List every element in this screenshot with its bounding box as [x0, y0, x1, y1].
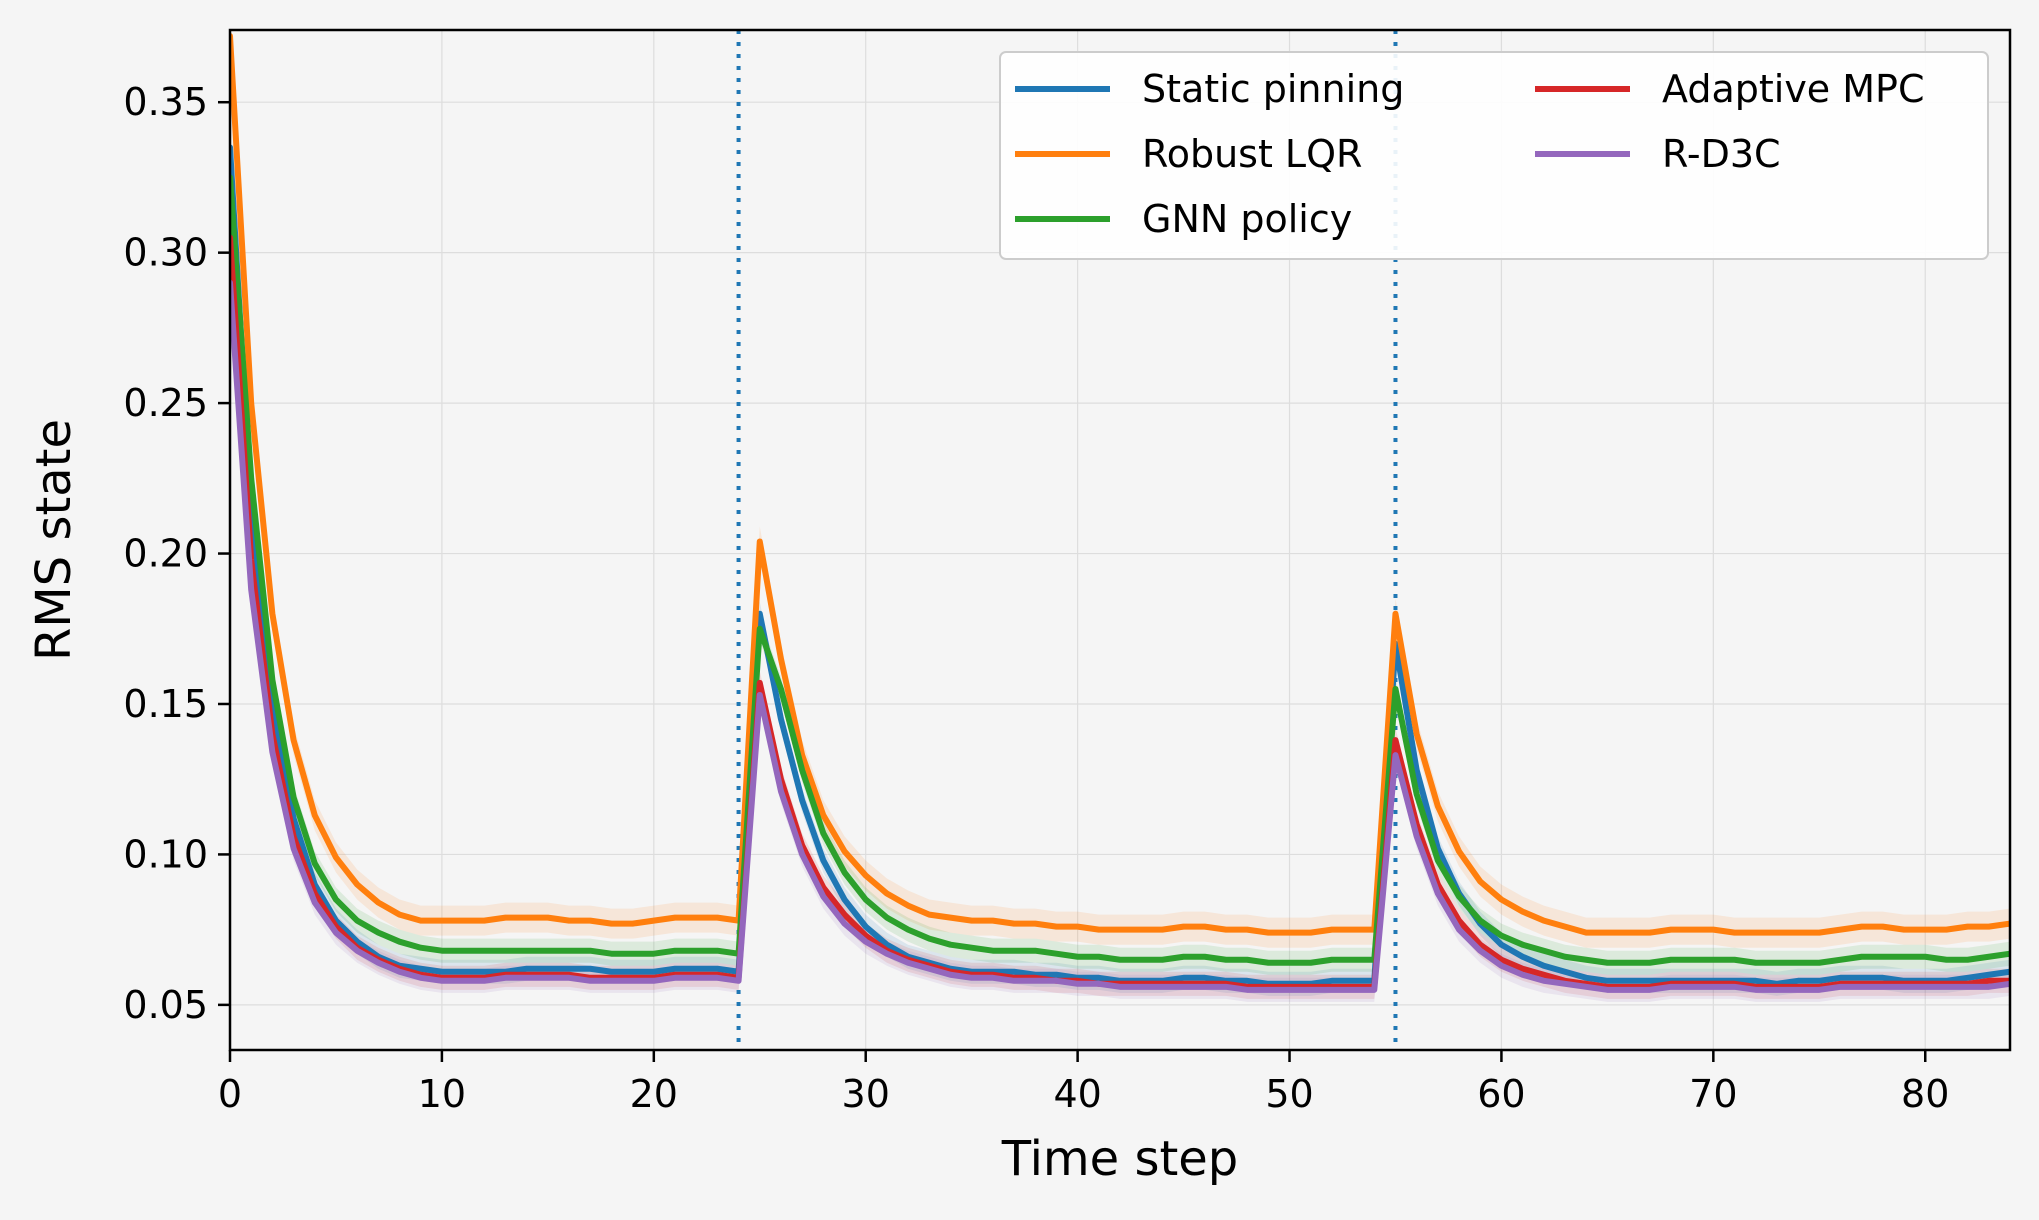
x-tick-label: 0 — [218, 1072, 242, 1116]
legend-box — [999, 51, 1989, 260]
series-line — [230, 144, 2010, 987]
x-tick-label: 20 — [630, 1072, 678, 1116]
y-tick-label: 0.05 — [123, 983, 208, 1027]
x-tick-label: 10 — [418, 1072, 466, 1116]
x-tick-label: 40 — [1053, 1072, 1101, 1116]
series-line — [230, 33, 2010, 936]
legend-label: R-D3C — [1662, 132, 1781, 176]
x-axis-label: Time step — [1001, 1131, 1239, 1187]
legend-label: GNN policy — [1142, 197, 1352, 241]
y-axis-ticks: 0.05 0.10 0.15 0.20 0.25 0.30 0.35 — [123, 80, 230, 1027]
x-axis-ticks: 0 10 20 30 40 50 60 70 80 — [218, 1050, 1949, 1116]
legend: Static pinning Robust LQR GNN policy Adapti… — [999, 51, 1989, 260]
legend-label: Robust LQR — [1142, 132, 1362, 176]
x-tick-label: 50 — [1265, 1072, 1313, 1116]
y-tick-label: 0.35 — [123, 80, 208, 124]
y-tick-label: 0.15 — [123, 682, 208, 726]
y-axis-label: RMS state — [26, 419, 82, 661]
plot-frame — [228, 28, 2012, 1052]
x-tick-label: 80 — [1901, 1072, 1949, 1116]
x-tick-label: 60 — [1477, 1072, 1525, 1116]
y-tick-label: 0.10 — [123, 832, 208, 876]
x-tick-label: 70 — [1689, 1072, 1737, 1116]
series-line — [230, 279, 2010, 993]
legend-label: Static pinning — [1142, 67, 1404, 111]
y-tick-label: 0.20 — [123, 532, 208, 576]
series-line — [230, 174, 2010, 966]
x-tick-label: 30 — [842, 1072, 890, 1116]
legend-label: Adaptive MPC — [1662, 67, 1925, 111]
y-tick-label: 0.30 — [123, 231, 208, 275]
series-lines — [230, 33, 2010, 993]
y-tick-label: 0.25 — [123, 381, 208, 425]
